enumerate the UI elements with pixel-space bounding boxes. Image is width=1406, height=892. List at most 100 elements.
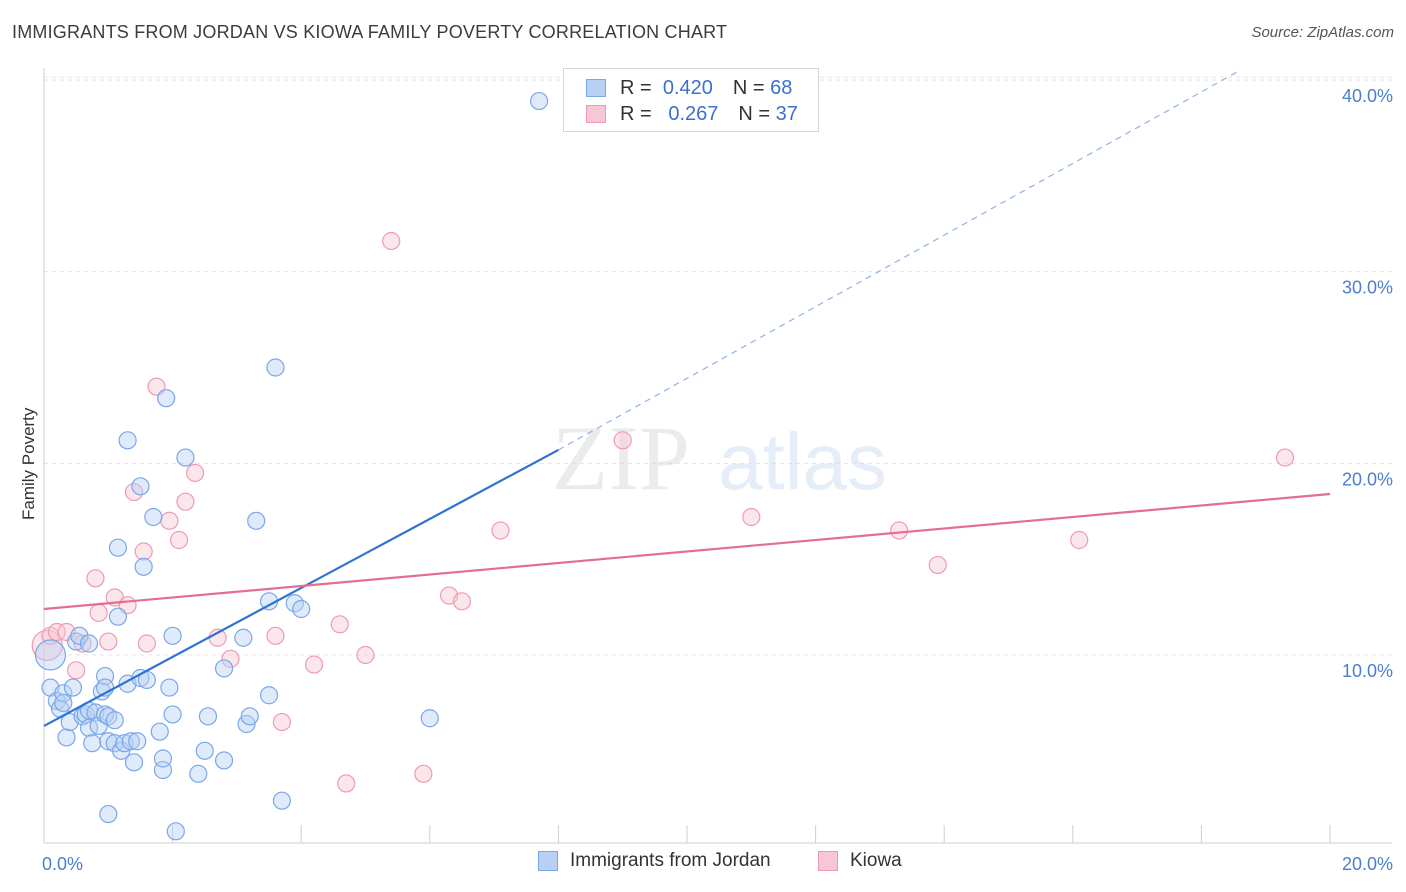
legend-n-value-jordan: 68 — [770, 76, 793, 99]
legend-swatch-kiowa — [586, 105, 606, 123]
data-point — [79, 634, 99, 653]
data-point — [890, 521, 909, 540]
trend-line-jordan-extension — [558, 69, 1241, 451]
data-point — [1275, 448, 1295, 467]
data-point — [214, 751, 234, 770]
watermark-zip: ZIP — [552, 407, 690, 509]
data-point — [240, 707, 259, 726]
data-point — [176, 492, 195, 511]
data-point — [157, 389, 176, 408]
axes — [43, 68, 1392, 844]
legend-r-value-jordan: 0.420 — [662, 76, 713, 99]
data-point — [137, 634, 156, 653]
data-point — [163, 626, 182, 645]
watermark-atlas: atlas — [718, 417, 887, 506]
data-point — [337, 774, 356, 793]
data-point — [86, 569, 105, 588]
bottom-legend-label-kiowa: Kiowa — [850, 850, 902, 871]
y-axis-label: Family Poverty — [19, 407, 38, 520]
data-point — [189, 764, 208, 783]
data-point — [153, 749, 173, 768]
y-tick-label: 30.0% — [1342, 278, 1393, 298]
watermark: ZIP atlas — [552, 407, 887, 509]
trend-line-kiowa — [43, 492, 1331, 611]
data-point — [134, 542, 153, 561]
data-point — [70, 626, 89, 645]
legend-row-kiowa: R = 0.267 N = 37 — [586, 102, 798, 126]
trend-line-jordan — [43, 448, 559, 727]
bottom-legend-kiowa[interactable]: Kiowa — [818, 850, 902, 872]
data-point — [176, 448, 195, 467]
source-note: Source: ZipAtlas.com — [1251, 24, 1394, 41]
data-point — [89, 716, 108, 736]
series-kiowa-points — [31, 231, 1295, 793]
data-point — [99, 732, 118, 751]
data-point — [169, 530, 189, 550]
data-point — [330, 615, 349, 634]
data-point — [414, 764, 433, 783]
data-point — [131, 477, 150, 496]
data-point — [195, 741, 214, 760]
data-point — [108, 607, 128, 626]
data-point — [47, 622, 66, 642]
data-point — [108, 538, 128, 557]
gridlines — [44, 76, 1392, 656]
data-point — [259, 686, 279, 705]
data-point — [186, 463, 205, 483]
data-point — [134, 557, 153, 576]
data-point — [57, 728, 76, 747]
data-point — [221, 649, 240, 668]
y-tick-label: 40.0% — [1342, 86, 1393, 106]
bottom-legend-swatch-jordan — [538, 851, 558, 871]
data-point — [247, 511, 266, 530]
y-tick-label: 10.0% — [1342, 661, 1393, 681]
data-point — [89, 603, 108, 622]
bottom-legend: Immigrants from Jordan Kiowa — [0, 850, 1406, 878]
data-point — [124, 753, 144, 772]
bottom-legend-swatch-kiowa — [818, 851, 838, 871]
data-point — [160, 678, 179, 697]
data-point — [144, 507, 163, 527]
data-point — [214, 659, 234, 678]
data-point — [613, 431, 632, 450]
series-jordan-points — [34, 91, 549, 841]
data-point — [382, 231, 401, 251]
data-point — [356, 645, 375, 665]
data-point — [121, 732, 140, 751]
data-point — [198, 707, 218, 726]
data-point — [1070, 530, 1089, 550]
data-point — [163, 705, 182, 724]
data-point — [128, 732, 147, 751]
bottom-legend-label-jordan: Immigrants from Jordan — [570, 850, 771, 871]
data-point — [54, 693, 73, 713]
data-point — [272, 791, 292, 810]
data-point — [742, 507, 761, 527]
data-point — [160, 511, 179, 530]
data-point — [67, 661, 86, 680]
legend-r-label: R = — [620, 76, 652, 99]
data-point — [34, 639, 67, 671]
trend-lines — [43, 69, 1331, 727]
data-point — [166, 822, 185, 841]
data-point — [150, 722, 169, 741]
legend-row-jordan: R = 0.420 N = 68 — [586, 76, 792, 100]
data-point — [266, 358, 285, 377]
data-point — [99, 632, 118, 651]
data-point — [420, 709, 439, 728]
legend-r-label: R = — [620, 102, 652, 125]
data-point — [105, 711, 124, 730]
data-point — [292, 599, 311, 619]
legend-swatch-jordan — [586, 79, 606, 97]
data-point — [234, 628, 253, 647]
legend: R = 0.420 N = 68 R = 0.267 N = 37 — [563, 68, 819, 132]
data-point — [83, 734, 102, 753]
legend-n-value-kiowa: 37 — [775, 102, 798, 125]
bottom-legend-jordan[interactable]: Immigrants from Jordan — [538, 850, 771, 872]
data-point — [99, 804, 118, 824]
legend-n-label: N = — [738, 102, 771, 125]
legend-n-label: N = — [732, 76, 765, 99]
data-point — [63, 678, 83, 697]
data-point — [266, 626, 285, 645]
chart-title: IMMIGRANTS FROM JORDAN VS KIOWA FAMILY P… — [12, 22, 728, 42]
